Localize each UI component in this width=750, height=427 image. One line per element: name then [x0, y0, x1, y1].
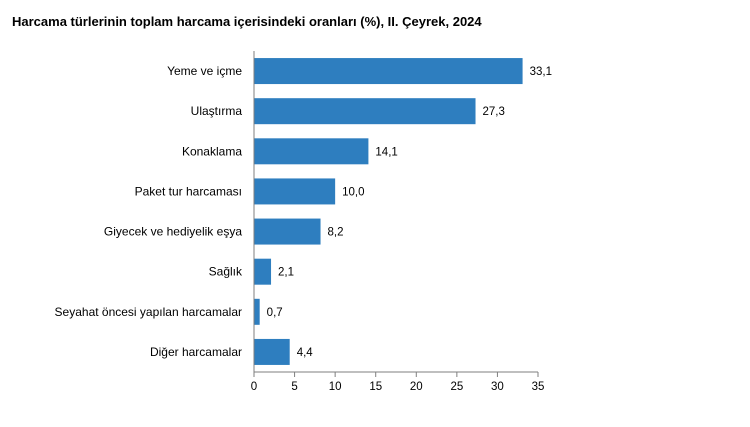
bar: [254, 138, 369, 165]
value-label: 10,0: [342, 186, 364, 198]
category-label: Seyahat öncesi yapılan harcamalar: [55, 305, 242, 319]
value-label: 33,1: [530, 66, 552, 78]
value-label: 14,1: [375, 146, 397, 158]
x-tick-label: 15: [369, 381, 382, 393]
x-tick-label: 25: [450, 381, 463, 393]
x-tick-label: 20: [410, 381, 423, 393]
bar: [254, 58, 523, 85]
category-label: Sağlık: [209, 265, 243, 279]
chart-title: Harcama türlerinin toplam harcama içeris…: [12, 14, 482, 29]
bar: [254, 338, 290, 365]
bar: [254, 178, 336, 205]
bar: [254, 298, 260, 325]
category-label: Ulaştırma: [191, 104, 243, 118]
x-tick-label: 0: [251, 381, 257, 393]
value-label: 4,4: [297, 347, 314, 359]
value-label: 27,3: [483, 106, 505, 118]
category-label: Diğer harcamalar: [150, 345, 242, 359]
value-label: 8,2: [328, 227, 344, 239]
category-label: Yeme ve içme: [167, 64, 242, 78]
x-tick-label: 10: [329, 381, 342, 393]
value-label: 0,7: [267, 307, 283, 319]
x-tick-label: 5: [291, 381, 297, 393]
bar: [254, 258, 272, 285]
axis-layer: 0 5 10 15 20 25 30 35: [251, 51, 545, 393]
bar: [254, 98, 476, 125]
bars-layer: [254, 58, 523, 365]
labels-layer: Yeme ve içme 33,1 Ulaştırma 27,3 Konaklama 14…: [55, 64, 552, 359]
bar: [254, 218, 321, 245]
category-label: Konaklama: [182, 144, 242, 158]
category-label: Giyecek ve hediyelik eşya: [104, 225, 242, 239]
value-label: 2,1: [278, 267, 294, 279]
x-tick-label: 35: [532, 381, 545, 393]
x-tick-label: 30: [491, 381, 504, 393]
category-label: Paket tur harcaması: [135, 184, 242, 198]
